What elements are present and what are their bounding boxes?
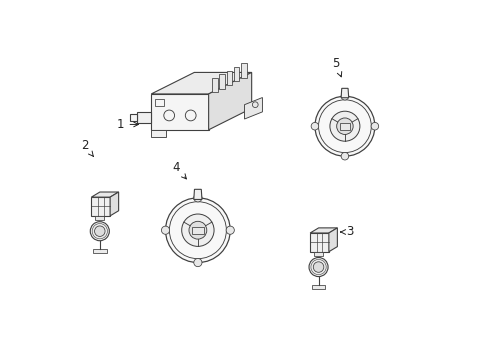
Polygon shape [233,67,239,81]
Circle shape [182,214,214,246]
Circle shape [94,226,105,237]
Polygon shape [151,94,208,130]
Circle shape [341,93,348,100]
Polygon shape [93,249,106,253]
Text: 3: 3 [340,225,353,238]
Circle shape [341,152,348,160]
Bar [339,123,349,130]
Text: 1: 1 [117,118,138,131]
Circle shape [165,198,230,262]
Polygon shape [151,130,165,137]
Circle shape [161,226,169,234]
Circle shape [314,96,374,156]
Text: 4: 4 [172,161,186,179]
Circle shape [310,122,318,130]
Polygon shape [151,72,251,94]
Polygon shape [219,74,224,89]
Circle shape [308,257,327,276]
Circle shape [370,122,378,130]
Text: 5: 5 [331,57,341,77]
Text: 2: 2 [81,139,93,156]
Bar [155,99,163,107]
Polygon shape [241,63,246,78]
Polygon shape [309,228,337,233]
Polygon shape [129,114,137,121]
Polygon shape [212,78,218,92]
Circle shape [329,111,359,141]
Polygon shape [208,72,251,130]
Circle shape [188,221,206,239]
Polygon shape [341,88,348,98]
Polygon shape [91,197,110,216]
Polygon shape [110,192,119,216]
Polygon shape [193,189,202,199]
Bar [192,226,203,234]
Circle shape [336,118,352,134]
Polygon shape [226,71,232,85]
Polygon shape [91,192,119,197]
Polygon shape [311,285,325,288]
Circle shape [313,262,323,272]
Polygon shape [244,98,262,119]
Circle shape [193,258,202,267]
Polygon shape [309,233,328,252]
Polygon shape [313,252,323,256]
Polygon shape [328,228,337,252]
Polygon shape [137,112,151,123]
Circle shape [225,226,234,234]
Circle shape [90,222,109,241]
Circle shape [193,194,202,202]
Polygon shape [95,216,104,220]
